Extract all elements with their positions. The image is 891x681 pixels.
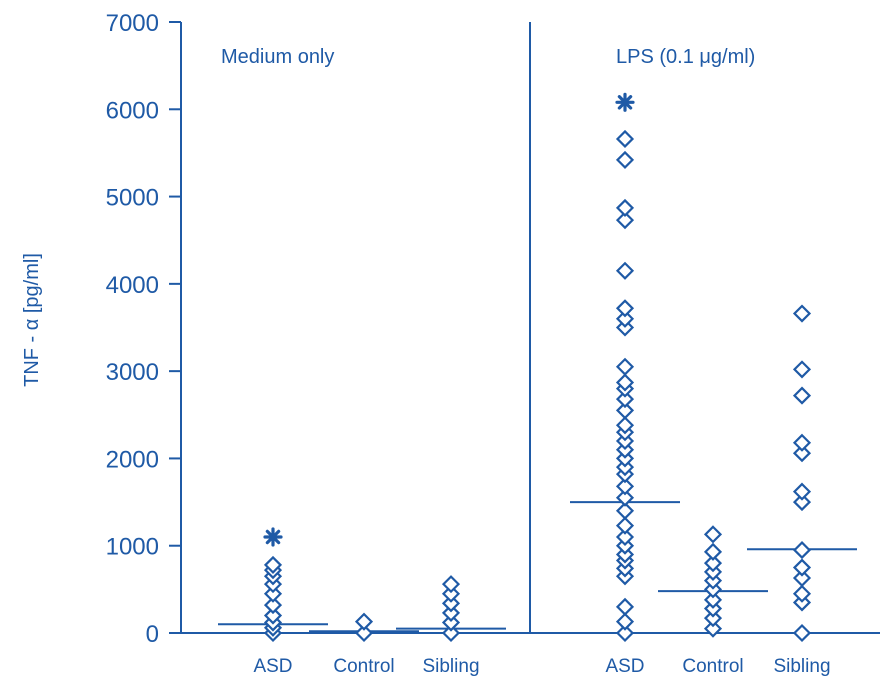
data-point [615,416,635,435]
axes: 0 1000 2000 3000 4000 5000 6000 7000 [106,10,880,648]
data-point [703,590,723,609]
data-point [703,609,723,628]
data-point [615,390,635,409]
data-point [354,612,374,631]
data-point [263,555,283,574]
data-point [354,623,374,643]
group-control: Control [658,525,768,677]
y-tick-label: 2000 [106,446,159,473]
data-point [792,493,812,512]
data-point [615,129,635,149]
data-point [703,525,723,544]
data-point [441,575,461,594]
data-point [792,568,812,588]
asterisk-stroke [265,529,281,545]
category-label: Sibling [773,656,830,677]
data-point [703,619,723,638]
group-asd: ASD [218,527,328,677]
panel-2: LPS (0.1 μg/ml) ASD Control Sibling [570,46,857,677]
category-label: Sibling [422,656,479,677]
y-axis-label: TNF - α [pg/ml] [21,253,43,387]
category-label: Control [682,656,743,677]
group-sibling: Sibling [396,575,506,677]
data-point [263,606,283,625]
group-control: Control [309,612,419,677]
category-label: Control [333,656,394,677]
outlier-asterisk [263,527,283,547]
data-point [615,309,635,328]
data-point [615,299,635,318]
y-tick-label: 7000 [106,10,159,37]
data-point [615,501,635,520]
panel-1: Medium only ASD Control Sibling [218,46,506,677]
data-point [615,623,635,643]
data-point [615,477,635,496]
y-tick-label: 5000 [106,185,159,212]
data-point [615,488,635,507]
data-point [615,373,635,392]
group-sibling: Sibling [747,304,857,677]
data-point [615,150,635,169]
data-point [703,554,723,573]
data-point [615,516,635,535]
data-point [792,433,812,452]
data-point [615,527,635,547]
data-point [792,482,812,501]
data-point [441,603,461,622]
data-point [263,584,283,603]
data-point [441,594,461,613]
data-point [441,584,461,603]
y-tick-label: 3000 [106,359,159,386]
data-point [792,386,812,405]
data-point [263,596,283,615]
data-point [441,613,461,632]
y-tick-label: 4000 [106,272,159,299]
category-label: ASD [605,656,644,677]
data-point [441,623,461,643]
outlier-asterisk [615,92,635,112]
data-point [792,444,812,463]
panel-label: LPS (0.1 μg/ml) [616,46,755,68]
data-point [792,304,812,323]
data-point [792,360,812,379]
data-point [615,612,635,631]
y-tick-label: 6000 [106,97,159,124]
data-point [615,261,635,280]
panel-label: Medium only [221,46,334,68]
data-point [615,597,635,616]
data-point [792,558,812,577]
data-point [792,541,812,560]
y-tick-label: 0 [146,621,159,648]
asterisk-stroke [617,95,633,110]
data-point [615,357,635,376]
category-label: ASD [253,656,292,677]
data-point [703,542,723,561]
data-point [615,198,635,217]
data-point [615,401,635,420]
data-point [615,211,635,230]
data-point [792,584,812,603]
group-asd: ASD [570,92,680,677]
y-tick-label: 1000 [106,534,159,561]
data-point [792,623,812,643]
